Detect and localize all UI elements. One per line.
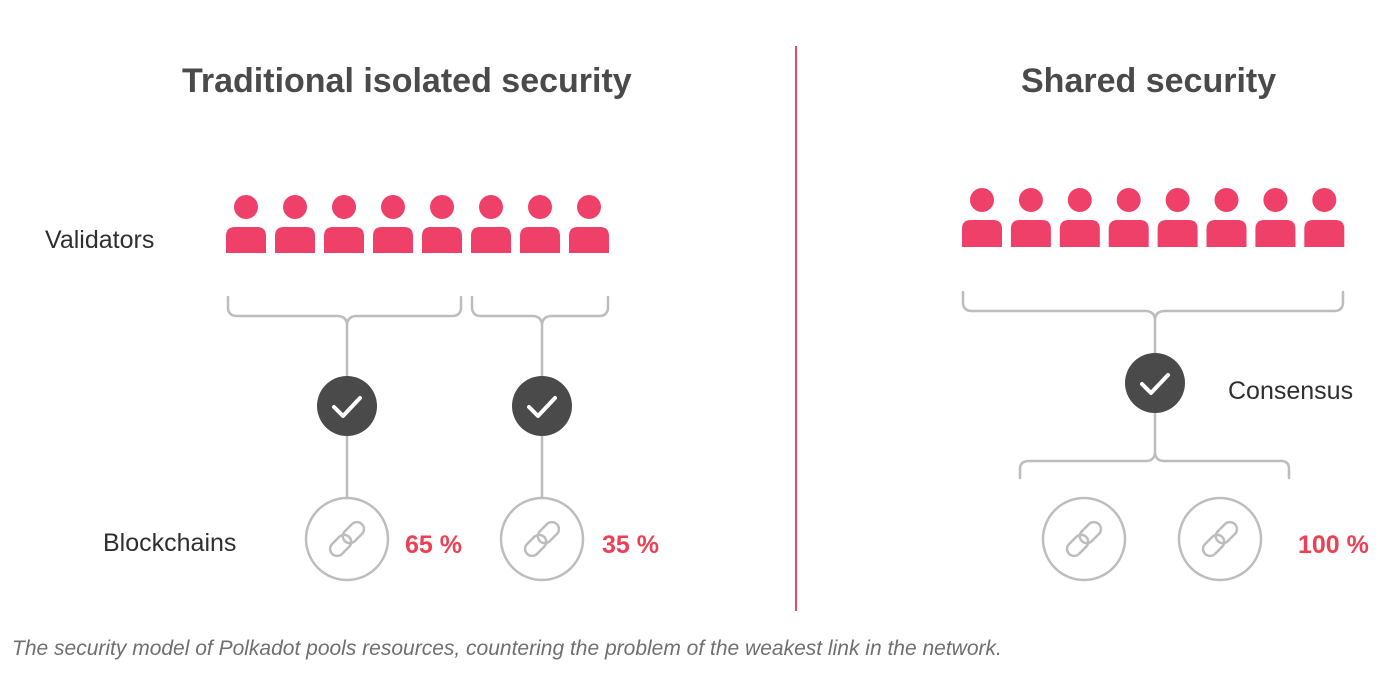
person-icon [324,195,364,253]
person-icon [1059,188,1100,247]
person-icon [422,195,462,253]
blockchain-2 [499,496,585,582]
person-icon [226,195,266,253]
person-icon [1255,188,1296,247]
chain-link-icon [1065,520,1103,558]
checkmark-icon [332,396,362,418]
right-panel-title: Shared security [1021,62,1277,100]
consensus-check-2 [512,376,572,436]
panel-divider [795,46,797,611]
chain-share-1: 65 % [405,531,462,559]
person-icon [275,195,315,253]
checkmark-icon [527,396,557,418]
chain-share-2: 35 % [602,531,659,559]
shared-blockchain-1 [1041,496,1127,582]
shared-blockchain-2 [1177,496,1263,582]
right-validator-group [962,188,1345,247]
person-icon [569,195,609,253]
left-panel-title: Traditional isolated security [182,62,632,100]
person-icon [1157,188,1198,247]
figure-caption: The security model of Polkadot pools res… [12,637,1002,660]
consensus-label: Consensus [1228,377,1354,405]
chain-link-icon [1201,520,1239,558]
right-chain-bracket [1018,451,1291,480]
shared-chain-share: 100 % [1298,531,1369,559]
left-bracket-group-2 [470,295,610,326]
person-icon [520,195,560,253]
validators-label: Validators [45,226,155,254]
shared-consensus-check [1125,353,1185,413]
person-icon [373,195,413,253]
checkmark-icon [1140,373,1170,395]
person-icon [471,195,511,253]
blockchains-label: Blockchains [103,529,237,557]
person-icon [1304,188,1345,247]
blockchain-1 [304,496,390,582]
person-icon [1108,188,1149,247]
chain-link-icon [523,520,561,558]
person-icon [1206,188,1247,247]
left-bracket-group-1 [226,295,463,326]
person-icon [962,188,1002,247]
chain-link-icon [328,520,366,558]
left-validator-group [226,195,609,253]
right-validator-bracket [961,290,1345,321]
consensus-check-1 [317,376,377,436]
person-icon [1010,188,1051,247]
